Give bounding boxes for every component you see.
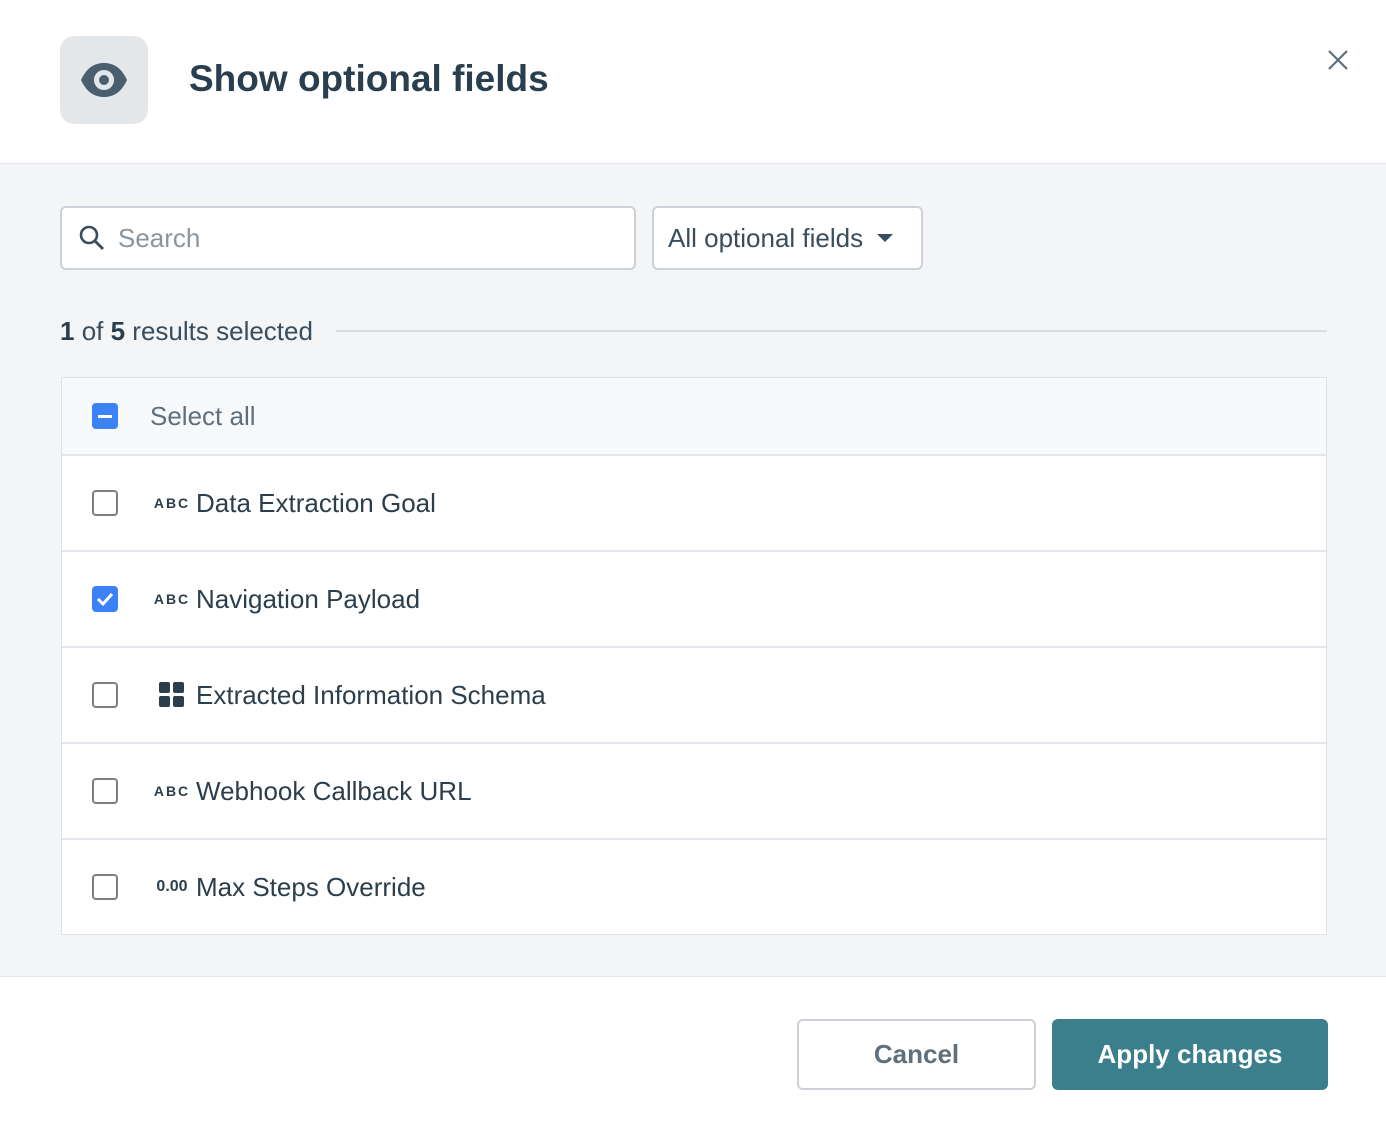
item-label: Max Steps Override (196, 871, 426, 902)
text-type-icon: ABC (153, 591, 191, 607)
select-all-label: Select all (150, 400, 256, 431)
text-type-icon: ABC (153, 783, 191, 799)
field-filter-dropdown[interactable]: All optional fields (652, 206, 923, 270)
total-count: 5 (110, 316, 126, 346)
eye-icon (81, 63, 127, 97)
apply-changes-button[interactable]: Apply changes (1052, 1019, 1328, 1090)
list-item[interactable]: 0.00 Max Steps Override (62, 838, 1326, 934)
item-checkbox[interactable] (92, 874, 118, 900)
dialog-header: Show optional fields (0, 0, 1386, 164)
divider (336, 330, 1327, 332)
header-icon-tile (60, 36, 148, 124)
select-all-checkbox[interactable] (92, 403, 118, 429)
item-label: Data Extraction Goal (196, 487, 436, 518)
item-label: Navigation Payload (196, 583, 421, 614)
item-label: Webhook Callback URL (196, 775, 472, 806)
close-button[interactable] (1322, 44, 1354, 76)
selection-summary: 1 of 5 results selected (60, 316, 313, 347)
list-item[interactable]: ABC Webhook Callback URL (62, 742, 1326, 838)
dialog-body: All optional fields 1 of 5 results selec… (0, 164, 1386, 977)
summary-of: of (74, 316, 111, 346)
item-label: Extracted Information Schema (196, 679, 546, 710)
close-icon (1328, 50, 1348, 70)
chevron-down-icon (877, 234, 894, 242)
search-icon (79, 225, 104, 250)
dialog-title: Show optional fields (189, 58, 549, 99)
cancel-button[interactable]: Cancel (797, 1019, 1036, 1090)
dropdown-value: All optional fields (668, 222, 864, 253)
search-input[interactable] (118, 222, 598, 254)
select-all-row[interactable]: Select all (62, 378, 1326, 454)
list-item[interactable]: Extracted Information Schema (62, 646, 1326, 742)
minus-icon (98, 414, 112, 418)
field-list: Select all ABC Data Extraction Goal ABC … (61, 377, 1327, 935)
check-icon (96, 592, 114, 607)
selected-count: 1 (60, 316, 75, 346)
list-item[interactable]: ABC Data Extraction Goal (62, 454, 1326, 550)
search-field[interactable] (60, 206, 636, 270)
text-type-icon: ABC (153, 495, 191, 511)
item-checkbox[interactable] (92, 490, 118, 516)
summary-suffix: results selected (125, 316, 313, 346)
item-checkbox[interactable] (92, 778, 118, 804)
grid-icon (148, 682, 196, 708)
list-item[interactable]: ABC Navigation Payload (62, 550, 1326, 646)
item-checkbox[interactable] (92, 586, 118, 612)
item-checkbox[interactable] (92, 682, 118, 708)
number-type-icon: 0.00 (156, 878, 188, 895)
